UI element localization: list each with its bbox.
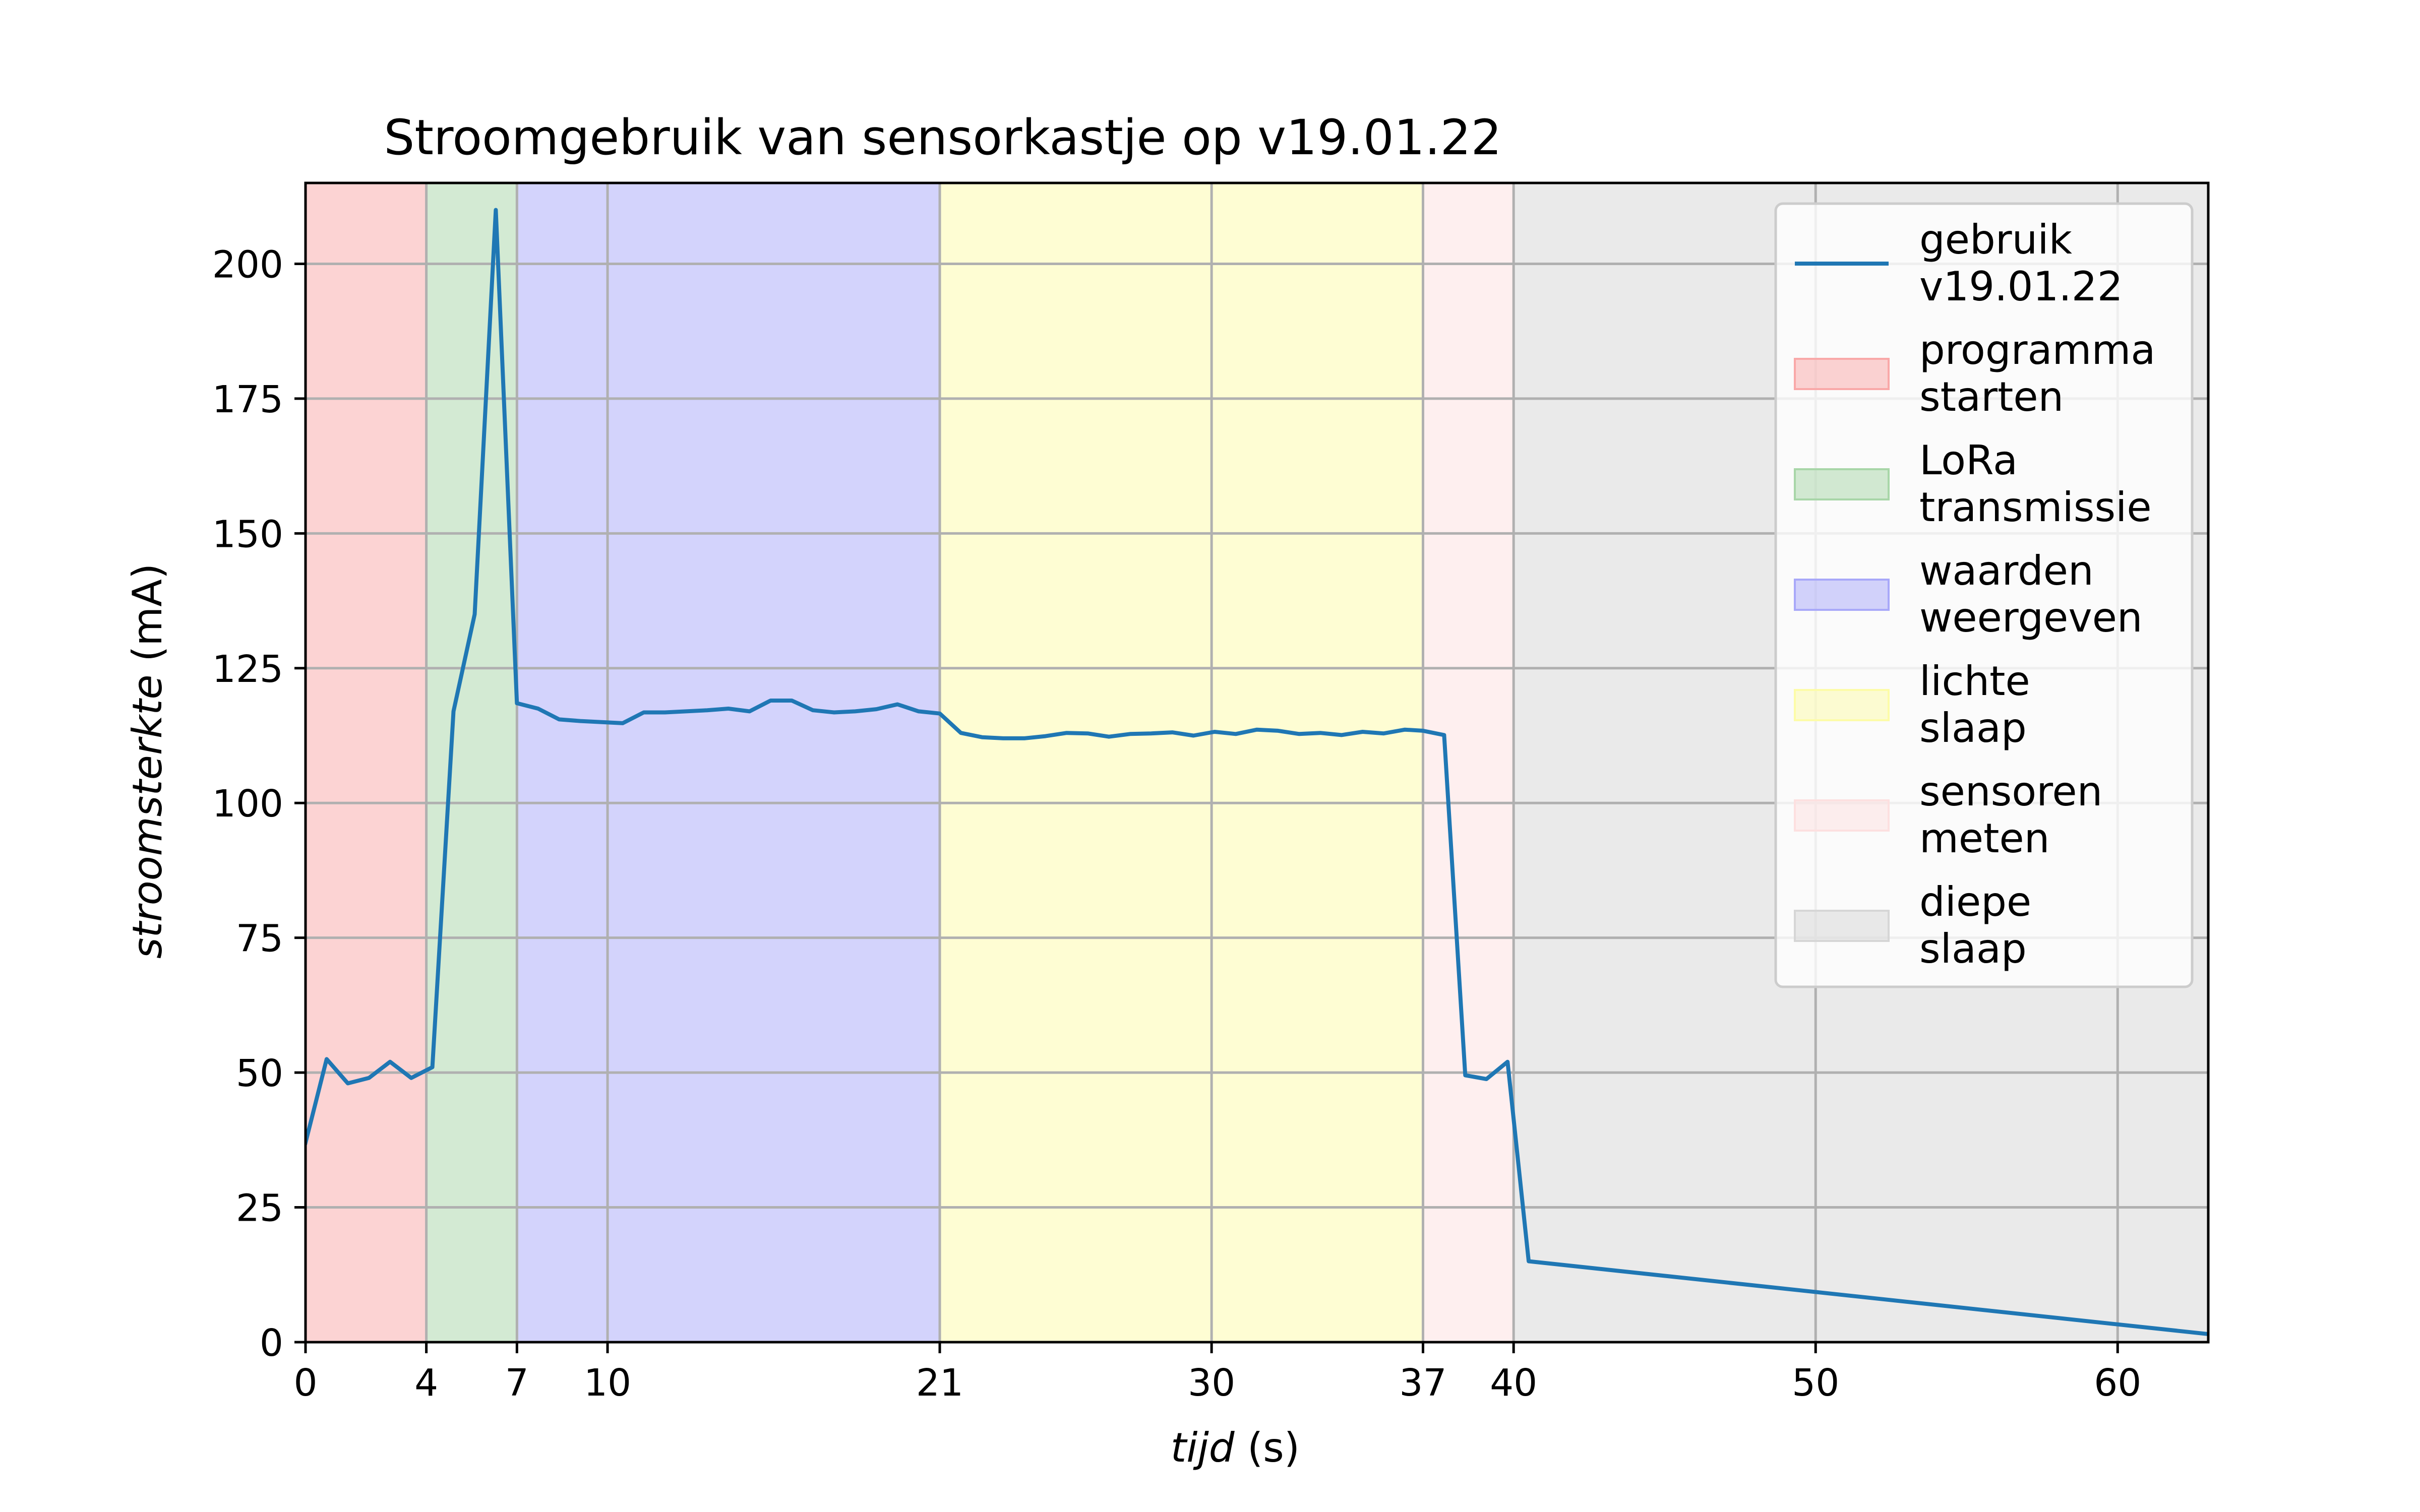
x-tick-label: 30 — [1188, 1361, 1235, 1405]
legend-patch-swatch — [1794, 689, 1890, 721]
x-tick-label: 7 — [505, 1361, 529, 1405]
x-tick-label: 4 — [414, 1361, 438, 1405]
phase-band-3 — [940, 183, 1423, 1342]
y-axis-label-unit: (mA) — [124, 563, 171, 662]
x-axis-label: tijd (s) — [1171, 1424, 1300, 1471]
y-tick-label: 150 — [212, 513, 283, 556]
legend-patch-swatch — [1794, 799, 1890, 832]
phase-band-2 — [517, 183, 940, 1342]
series-line-0 — [306, 208, 2208, 1337]
series-layer — [306, 208, 2208, 1337]
y-tick-label: 75 — [236, 917, 283, 961]
x-tick-label: 0 — [293, 1361, 317, 1405]
x-tick-label: 21 — [916, 1361, 963, 1405]
x-tick-label: 37 — [1399, 1361, 1446, 1405]
legend-label: v19.01.22 — [1919, 263, 2123, 310]
y-tick-label: 125 — [212, 648, 283, 691]
legend-label: gebruik — [1919, 216, 2073, 263]
x-axis-label-main: tijd — [1171, 1424, 1235, 1471]
legend-label: weergeven — [1919, 594, 2143, 641]
legend-box — [1774, 202, 2194, 988]
legend-patch-swatch — [1794, 468, 1890, 500]
legend-label: lichte — [1919, 658, 2030, 705]
chart-title: Stroomgebruik van sensorkastje op v19.01… — [384, 109, 1501, 166]
y-axis-label-main: stroomsterkte — [124, 674, 171, 959]
legend-label: sensoren — [1919, 768, 2102, 815]
plot-frame — [304, 181, 2210, 1344]
x-axis-label-unit: (s) — [1247, 1424, 1300, 1471]
legend-label: diepe — [1919, 878, 2031, 925]
y-tick-label: 0 — [260, 1321, 283, 1365]
legend-patch-swatch — [1794, 579, 1890, 611]
legend-label: transmissie — [1919, 484, 2152, 531]
legend-label: LoRa — [1919, 437, 2018, 484]
x-tick-label: 60 — [2094, 1361, 2141, 1405]
y-tick-label: 200 — [212, 243, 283, 286]
legend-label: meten — [1919, 815, 2049, 862]
legend-patch-swatch — [1794, 910, 1890, 942]
x-tick-label: 50 — [1792, 1361, 1839, 1405]
phase-band-4 — [1423, 183, 1514, 1342]
legend-label: slaap — [1919, 925, 2027, 972]
phase-band-0 — [306, 183, 427, 1342]
y-tick-label: 50 — [236, 1052, 283, 1095]
y-tick-label: 175 — [212, 378, 283, 421]
legend-patch-swatch — [1794, 358, 1890, 390]
x-tick-label: 40 — [1490, 1361, 1537, 1405]
y-tick-label: 100 — [212, 782, 283, 826]
ticks: 0 4 7 10 21 30 37 40 50 60 0 25 50 75 100 125 150 175 200 — [212, 243, 2142, 1405]
legend-label: starten — [1919, 373, 2064, 420]
legend-label: waarden — [1919, 547, 2094, 594]
y-axis-label: stroomsterkte (mA) — [124, 563, 171, 959]
legend-label: programma — [1919, 327, 2155, 373]
legend-label: slaap — [1919, 705, 2027, 751]
y-tick-label: 25 — [236, 1187, 283, 1230]
x-tick-label: 10 — [584, 1361, 631, 1405]
